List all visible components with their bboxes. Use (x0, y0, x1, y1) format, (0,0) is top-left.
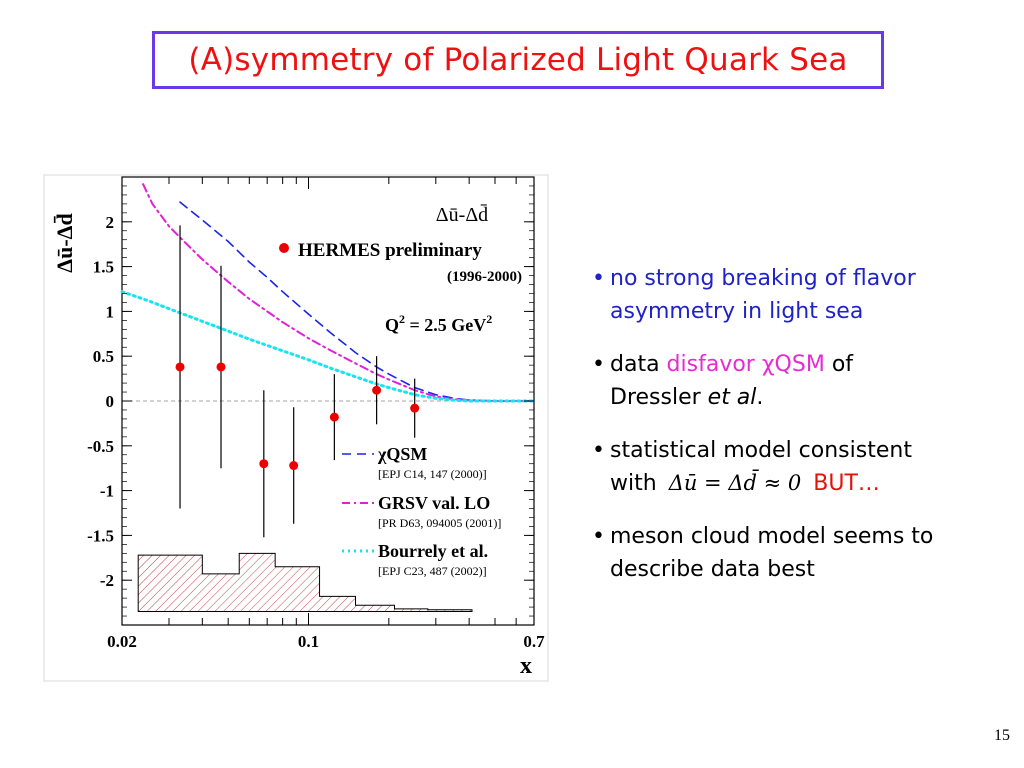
panel-border (43, 174, 549, 682)
x-tick-label: 0.02 (107, 632, 137, 651)
bullet-flavor-asymmetry: • no strong breaking of flavor asymmetry… (590, 262, 1010, 328)
model-legend: χQSM [EPJ C14, 147 (2000)] GRSV val. LO [PR… (342, 444, 501, 578)
legend-ref-1: [PR D63, 094005 (2001)] (378, 516, 501, 530)
legend-label-2: Bourrely et al. (378, 541, 488, 561)
bullet-line1: statistical model consistent (610, 438, 912, 463)
bullet-line2-post: . (756, 385, 764, 410)
data-point (259, 459, 269, 469)
y-tick-label: -2 (100, 571, 114, 590)
bullet-line2-italic: et al (707, 385, 757, 410)
data-point (216, 362, 226, 372)
chart: 21.510.50-0.5-1-1.5-2 0.02 0.1 0.7 Δū-Δd̄ … (42, 173, 550, 683)
legend-label-1: GRSV val. LO (378, 493, 490, 513)
bullet-list: • no strong breaking of flavor asymmetry… (590, 262, 1010, 606)
y-tick-label: 0 (106, 392, 115, 411)
bullet-model-chiqsm: χQSM (761, 352, 825, 377)
bullet-text: no strong breaking of flavor asymmetry i… (610, 266, 916, 324)
q2-q: Q (385, 315, 399, 335)
bullet-marker: • (592, 352, 605, 377)
x-ticks: 0.02 0.1 0.7 (107, 177, 545, 651)
x-tick-label: 0.1 (298, 632, 319, 651)
data-point (175, 362, 185, 372)
bullet-formula: Δū = Δd̄ ≈ 0 (668, 471, 802, 495)
y-tick-label: 2 (106, 213, 115, 232)
hermes-legend-label: HERMES preliminary (298, 240, 482, 261)
q2-sup2: 2 (486, 312, 492, 326)
bullet-line2-pre: with (610, 471, 657, 496)
bullet-text: meson cloud model seems to describe data… (610, 524, 934, 582)
curve-2 (120, 290, 536, 403)
x-axis-label: x (520, 653, 532, 679)
curve-1 (142, 183, 535, 402)
data-point (329, 412, 339, 422)
hermes-legend-marker (279, 243, 289, 253)
x-tick-label: 0.7 (523, 632, 545, 651)
q2-label: Q2 = 2.5 GeV2 (385, 312, 492, 335)
y-tick-label: -1.5 (87, 526, 114, 545)
y-axis-label: Δū-Δd̄ (52, 213, 77, 272)
slide-title: (A)symmetry of Polarized Light Quark Sea (188, 42, 848, 78)
model-curves (120, 183, 536, 403)
y-tick-label: 1.5 (93, 258, 114, 277)
systematic-band-histogram (137, 552, 473, 613)
bullet-but: BUT… (813, 471, 880, 496)
data-point (410, 403, 420, 413)
slide-title-box: (A)symmetry of Polarized Light Quark Sea (152, 31, 884, 89)
data-points (175, 225, 420, 538)
legend-label-0: χQSM (377, 444, 427, 464)
systematic-band (137, 552, 473, 613)
y-tick-label: -1 (100, 482, 114, 501)
data-point (289, 461, 299, 471)
bullet-statistical-model: • statistical model consistent with Δū = … (590, 434, 1010, 500)
data-point (372, 385, 382, 395)
q2-mid: = 2.5 GeV (405, 315, 486, 335)
bullet-marker: • (592, 438, 605, 463)
y-ticks: 2 1.5 1 0.5 0 -0.5 -1 -1.5 -2 (87, 185, 534, 626)
bullet-highlight-disfavor: disfavor (666, 352, 762, 377)
bullet-marker: • (592, 266, 605, 291)
y-tick-label: 1 (106, 302, 115, 321)
q2-sup: 2 (399, 312, 405, 326)
bullet-meson-cloud: • meson cloud model seems to describe da… (590, 520, 1010, 586)
y-tick-label: 0.5 (93, 347, 114, 366)
hermes-years: (1996-2000) (447, 269, 522, 285)
plot-panel: 2 1.5 1 0.5 0 -0.5 -1 -1.5 -2 0.02 0.1 0.7 Δū-Δd̄ … (42, 173, 550, 683)
legend-ref-0: [EPJ C14, 147 (2000)] (378, 467, 487, 481)
bullet-line2-pre: Dressler (610, 385, 708, 410)
plot-label: Δū-Δd̄ (436, 203, 488, 226)
legend-ref-2: [EPJ C23, 487 (2002)] (378, 564, 487, 578)
bullet-post: of (824, 352, 854, 377)
bullet-pre: data (610, 352, 667, 377)
bullet-marker: • (592, 524, 605, 549)
bullet-disfavor-chiqsm: • data disfavor χQSM of Dressler et al. (590, 348, 1010, 414)
page-number: 15 (994, 727, 1010, 744)
y-tick-label: -0.5 (87, 437, 114, 456)
